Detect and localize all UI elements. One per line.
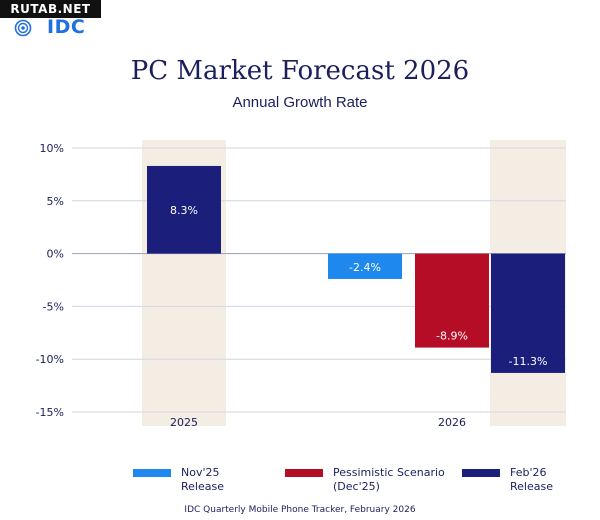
data-label: 8.3% <box>170 204 198 217</box>
category-label: 2025 <box>170 416 198 429</box>
bar-chart: 10% 5% 0% -5% -10% -15% -2.4% -8.9% 8.3% -11.3% 20… <box>36 140 566 429</box>
legend-label: Pessimistic Scenario (Dec'25) <box>333 466 445 493</box>
legend-label: Feb'26 Release <box>510 466 553 493</box>
data-label: -2.4% <box>349 261 381 274</box>
y-tick-label: -5% <box>43 300 64 313</box>
source-footer: IDC Quarterly Mobile Phone Tracker, Febr… <box>184 505 416 515</box>
y-tick-label: 5% <box>47 195 64 208</box>
chart-title: PC Market Forecast 2026 <box>130 56 470 86</box>
y-tick-label: 10% <box>40 142 64 155</box>
y-tick-label: 0% <box>47 248 64 261</box>
legend-label: Nov'25 Release <box>181 466 224 493</box>
legend-swatch <box>462 469 500 477</box>
watermark: RUTAB.NET <box>0 0 101 18</box>
y-tick-label: -15% <box>36 406 64 419</box>
category-label: 2026 <box>438 416 466 429</box>
data-label: -8.9% <box>436 330 468 343</box>
bar <box>415 253 489 348</box>
bar <box>328 253 402 279</box>
legend-swatch <box>285 469 323 477</box>
data-label: -11.3% <box>509 355 548 368</box>
bar <box>491 253 565 373</box>
idc-logo-icon <box>14 19 32 37</box>
chart-subtitle: Annual Growth Rate <box>232 94 368 111</box>
legend-swatch <box>133 469 171 477</box>
logo-text: IDC <box>47 16 86 38</box>
y-tick-label: -10% <box>36 353 64 366</box>
bar <box>147 165 221 254</box>
